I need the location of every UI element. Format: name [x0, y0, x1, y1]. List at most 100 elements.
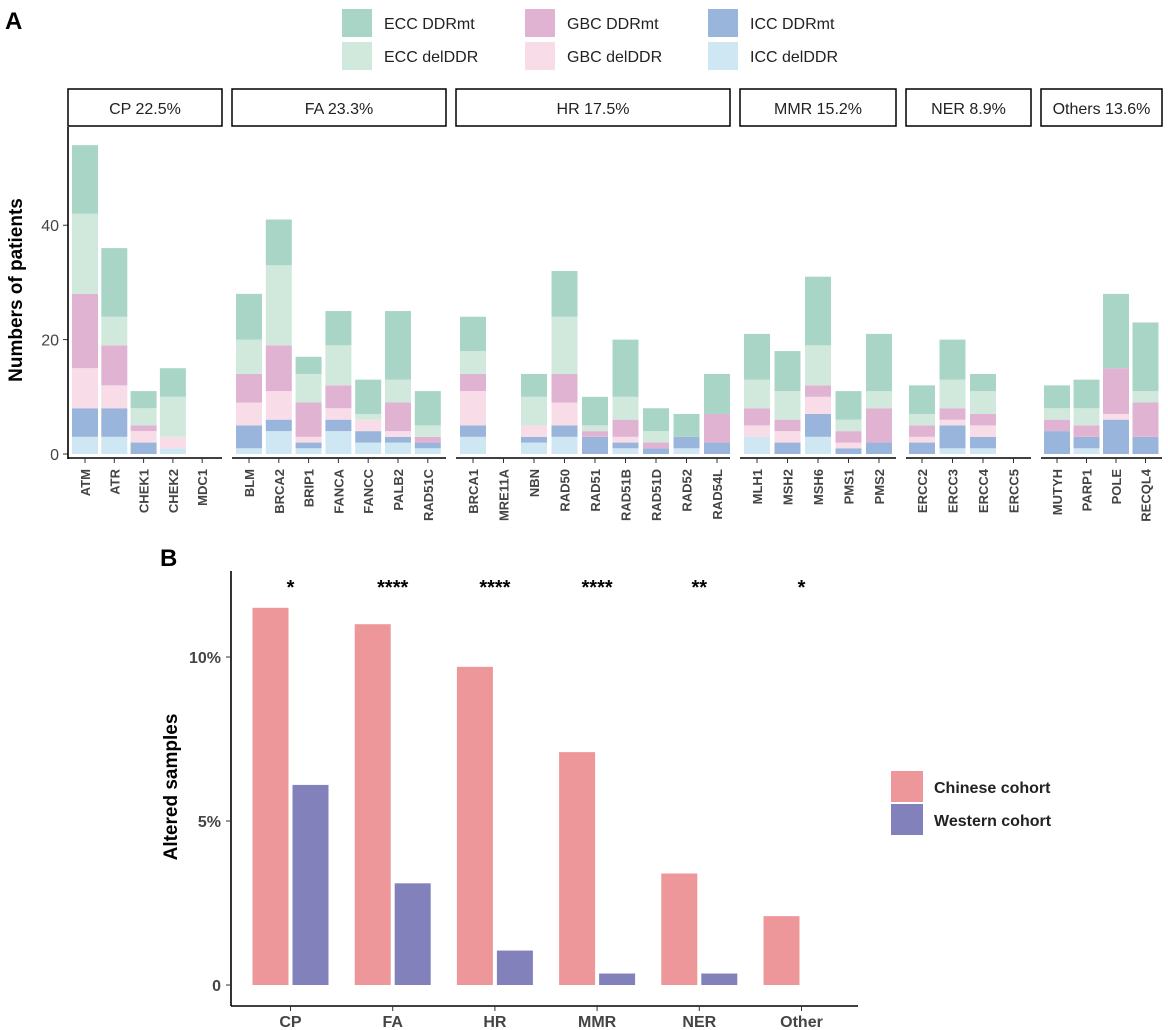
facet-header: [1040, 88, 1163, 127]
bar-ner-western: [701, 973, 738, 985]
bar-palb2-icc_mt: [385, 436, 411, 443]
x-tick-label: CP: [279, 1014, 302, 1030]
bar-ercc3-icc_del: [939, 448, 966, 454]
legend-swatch-ecc_mt: [342, 9, 372, 37]
bar-fancc-ecc_del: [355, 413, 382, 420]
bar-pole-ecc_mt: [1103, 293, 1129, 369]
x-tick-label: RAD51B: [619, 469, 634, 521]
bar-rad50-ecc_mt: [551, 270, 578, 317]
legend-label-icc_mt: ICC DDRmt: [750, 16, 835, 33]
y-tick-label: 20: [41, 333, 59, 350]
significance-marker: ****: [479, 577, 510, 599]
x-tick-label: ATR: [107, 468, 122, 494]
bar-msh6-icc_del: [805, 436, 831, 454]
bar-fancc-ecc_mt: [355, 379, 382, 414]
x-tick-label: ERCC3: [946, 469, 961, 513]
x-tick-label: ERCC4: [976, 468, 991, 513]
significance-marker: ****: [377, 577, 408, 599]
bar-brip1-ecc_del: [295, 373, 322, 403]
bar-rad51-ecc_del: [582, 425, 608, 432]
bar-pms1-gbc_mt: [835, 431, 862, 443]
x-tick-label: MSH6: [811, 469, 826, 505]
bar-atm-icc_del: [72, 436, 98, 454]
panel-a: ECC DDRmt ECC delDDR GBC DDRmt GBC delDDR IC…: [6, 9, 1163, 522]
bar-cp-western: [292, 784, 329, 985]
bar-ercc4-gbc_mt: [970, 413, 996, 426]
facet-header-label: MMR 15.2%: [774, 101, 862, 118]
facet-header: [67, 88, 223, 127]
bar-rad52-icc_mt: [673, 436, 700, 449]
x-tick-label: RAD54L: [710, 469, 725, 520]
x-tick-label: BRCA1: [466, 469, 481, 514]
x-tick-label: BRIP1: [302, 469, 317, 507]
bar-rad51c-icc_mt: [414, 442, 441, 449]
bar-brca2-ecc_mt: [265, 219, 292, 266]
x-tick-label: RAD52: [680, 469, 695, 512]
bar-ercc2-ecc_del: [909, 413, 935, 426]
bar-ercc4-gbc_del: [970, 425, 996, 437]
bar-parp1-ecc_mt: [1073, 379, 1100, 409]
y-tick-label: 10%: [189, 650, 221, 667]
bar-pms1-ecc_mt: [835, 391, 862, 420]
bar-rad50-gbc_mt: [551, 373, 578, 403]
bar-rad51d-ecc_del: [643, 431, 669, 443]
y-axis-title: Numbers of patients: [6, 198, 27, 382]
bar-chek1-gbc_del: [130, 431, 157, 443]
bar-brip1-icc_mt: [295, 442, 322, 449]
bar-mutyh-gbc_mt: [1044, 419, 1070, 432]
bar-atm-icc_mt: [72, 408, 98, 437]
x-tick-label: HR: [483, 1014, 507, 1030]
bar-ercc2-icc_mt: [909, 442, 935, 454]
bar-msh2-gbc_del: [774, 431, 801, 443]
bar-palb2-gbc_mt: [385, 402, 411, 432]
bar-mlh1-ecc_mt: [744, 333, 770, 380]
x-tick-label: FANCC: [361, 468, 376, 513]
y-tick-label: 5%: [198, 814, 221, 831]
bar-ercc4-ecc_mt: [970, 373, 996, 392]
bar-mlh1-gbc_mt: [744, 408, 770, 426]
significance-marker: ****: [582, 577, 613, 599]
legend-label-western: Western cohort: [934, 813, 1052, 830]
x-tick-label: MMR: [578, 1014, 617, 1030]
bar-fa-western: [394, 883, 431, 985]
legend-swatch-icc_del: [708, 42, 738, 70]
bar-nbn-icc_mt: [521, 436, 547, 443]
bar-palb2-ecc_mt: [385, 311, 411, 380]
bar-ercc3-gbc_mt: [939, 408, 966, 420]
bar-atm-ecc_del: [72, 213, 98, 294]
bar-mutyh-ecc_del: [1044, 408, 1070, 420]
bar-nbn-ecc_mt: [521, 373, 547, 397]
y-tick-label: 40: [41, 218, 59, 235]
bar-brip1-ecc_mt: [295, 356, 322, 374]
bar-ercc3-ecc_del: [939, 379, 966, 409]
facet-header-label: NER 8.9%: [931, 101, 1006, 118]
bar-msh2-ecc_mt: [774, 351, 801, 392]
x-tick-label: CHEK1: [137, 469, 152, 513]
bar-rad51c-gbc_mt: [414, 436, 441, 443]
bar-brca2-icc_del: [265, 431, 292, 454]
x-tick-label: BRCA2: [272, 469, 287, 514]
bar-recql4-icc_mt: [1132, 436, 1159, 454]
facet-header-label: HR 17.5%: [557, 101, 630, 118]
bar-rad54l-gbc_mt: [704, 413, 730, 443]
x-tick-label: PARP1: [1080, 469, 1095, 511]
y-tick-label: 0: [212, 978, 221, 995]
x-tick-label: MUTYH: [1050, 469, 1065, 515]
panel-b: Altered samples 0 5% 10% CP * FA **** HR **** MMR *…: [161, 571, 1052, 1030]
x-tick-label: BLM: [242, 469, 257, 497]
bar-palb2-gbc_del: [385, 431, 411, 437]
bar-atm-ecc_mt: [72, 145, 98, 214]
x-tick-label: MDC1: [195, 469, 210, 506]
bar-rad51b-gbc_del: [612, 436, 639, 443]
bar-cp-chinese: [252, 607, 289, 985]
bar-atr-gbc_mt: [101, 345, 128, 386]
x-tick-label: RAD51C: [421, 468, 436, 521]
bar-brca2-ecc_del: [265, 265, 292, 346]
bar-rad51b-gbc_mt: [612, 419, 639, 437]
bar-ner-chinese: [661, 873, 698, 985]
bar-chek2-ecc_del: [159, 396, 186, 437]
panel-b-label: B: [160, 545, 177, 572]
bar-chek2-icc_del: [159, 448, 186, 454]
bar-pms2-ecc_del: [866, 391, 892, 409]
bar-nbn-ecc_del: [521, 396, 547, 426]
